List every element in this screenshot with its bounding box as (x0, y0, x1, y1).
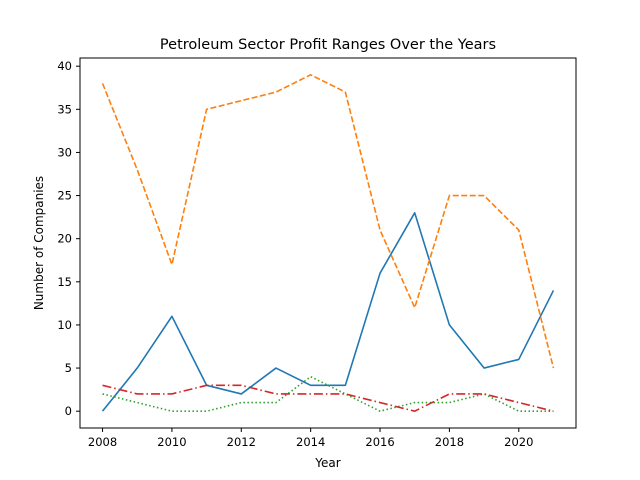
y-tick-label: 40 (57, 59, 72, 73)
x-tick-label: 2008 (88, 435, 117, 449)
series-layer (101, 74, 555, 412)
x-tick-label: 2012 (227, 435, 256, 449)
series-line-2 (101, 74, 555, 369)
chart-title: Petroleum Sector Profit Ranges Over the … (160, 37, 496, 53)
x-axis-label: Year (314, 456, 340, 470)
y-tick-label: 0 (65, 404, 72, 418)
x-tick-label: 2016 (365, 435, 394, 449)
x-tick-label: 2018 (435, 435, 464, 449)
x-tick-label: 2020 (504, 435, 533, 449)
series-line-3 (102, 375, 554, 412)
y-tick-label: 5 (65, 361, 72, 375)
y-tick-label: 30 (57, 145, 72, 159)
y-axis-label: Number of Companies (32, 176, 46, 310)
series-line-4 (102, 384, 554, 412)
y-tick-label: 10 (57, 318, 72, 332)
plot-frame (79, 57, 577, 429)
y-tick-label: 35 (57, 102, 72, 116)
x-tick-label: 2010 (157, 435, 186, 449)
y-axis-ticks: 0 5 10 15 20 25 30 35 40 (57, 59, 80, 418)
x-axis-ticks: 2008 2010 2012 2014 2016 2018 2020 (88, 428, 533, 449)
x-tick-label: 2014 (296, 435, 325, 449)
y-tick-label: 25 (57, 189, 72, 203)
series-line-1 (101, 212, 555, 412)
y-tick-label: 15 (57, 275, 72, 289)
y-tick-label: 20 (57, 232, 72, 246)
